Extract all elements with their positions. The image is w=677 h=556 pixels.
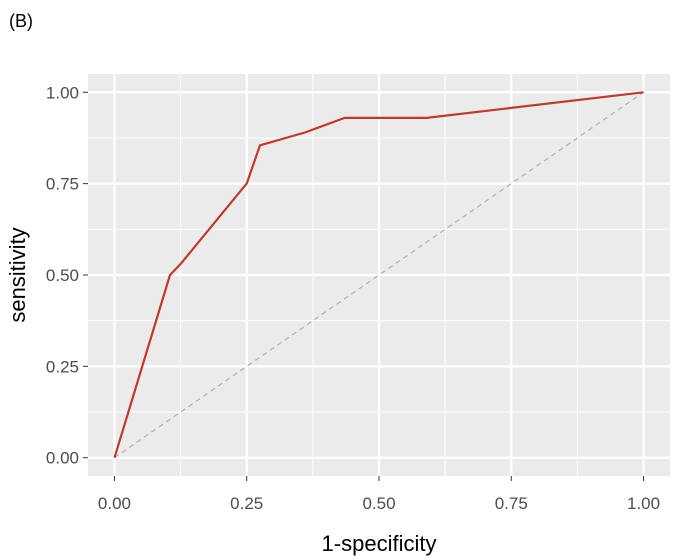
y-axis-title: sensitivity xyxy=(5,227,30,322)
panel-label: (B) xyxy=(9,11,33,31)
y-tick-label: 0.25 xyxy=(46,357,79,376)
y-tick-label: 0.50 xyxy=(46,266,79,285)
x-tick-label: 0.00 xyxy=(98,494,131,513)
reference-diagonal-line xyxy=(114,91,644,459)
y-tick-label: 0.75 xyxy=(46,175,79,194)
y-axis-ticks: 0.00 0.25 0.50 0.75 1.00 xyxy=(46,83,88,468)
x-tick-label: 1.00 xyxy=(627,494,660,513)
roc-curve-line xyxy=(113,91,644,459)
x-tick-label: 0.75 xyxy=(495,494,528,513)
x-axis-title: 1-specificity xyxy=(322,531,437,556)
major-grid xyxy=(88,74,670,476)
y-tick-label: 0.00 xyxy=(46,449,79,468)
y-tick-label: 1.00 xyxy=(46,83,79,102)
x-tick-label: 0.25 xyxy=(230,494,263,513)
x-axis-ticks: 0.00 0.25 0.50 0.75 1.00 xyxy=(98,476,660,513)
x-tick-label: 0.50 xyxy=(362,494,395,513)
